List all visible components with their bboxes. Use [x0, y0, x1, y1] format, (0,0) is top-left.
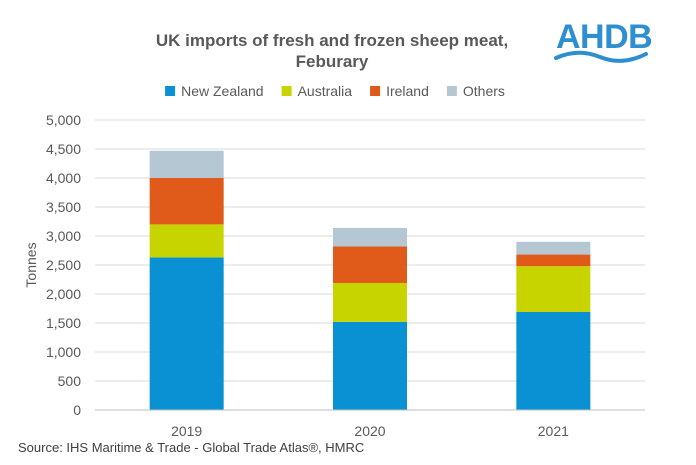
bar-others-2021 — [516, 241, 591, 255]
x-axis: 2019 2020 2021 — [171, 423, 569, 439]
y-tick-label: 4,500 — [46, 141, 81, 157]
y-tick-label: 5,000 — [46, 112, 81, 128]
x-tick-label: 2019 — [171, 423, 202, 439]
bar-ireland-2020 — [333, 246, 407, 283]
legend-swatch-new-zealand — [165, 86, 176, 96]
y-tick-label: 2,000 — [46, 286, 81, 302]
logo-wave-icon — [554, 50, 648, 63]
ahdb-logo: AHDB — [554, 18, 653, 63]
bar-others-2020 — [333, 227, 407, 247]
bar-new-zealand-2021 — [516, 311, 591, 410]
y-axis: 0 500 1,000 1,500 2,000 2,500 3,000 3,500 4,000 4… — [46, 112, 81, 418]
x-tick-label: 2020 — [354, 423, 385, 439]
legend: New Zealand Australia Ireland Others — [165, 83, 505, 99]
chart-title-line-1: UK imports of fresh and frozen sheep mea… — [156, 31, 508, 50]
bar-ireland-2019 — [149, 178, 224, 225]
logo-text: AHDB — [556, 18, 652, 56]
source-note: Source: IHS Maritime & Trade - Global Tr… — [18, 440, 364, 455]
legend-label: New Zealand — [181, 83, 264, 99]
legend-swatch-others — [446, 86, 457, 96]
chart-title-line-2: Feburary — [296, 52, 369, 71]
bar-ireland-2021 — [516, 254, 591, 267]
y-tick-label: 1,000 — [46, 344, 81, 360]
y-tick-label: 500 — [58, 373, 82, 389]
legend-swatch-australia — [281, 86, 292, 96]
y-tick-label: 1,500 — [46, 315, 81, 331]
y-tick-label: 3,000 — [46, 228, 81, 244]
x-tick-label: 2021 — [538, 423, 569, 439]
bar-australia-2020 — [333, 282, 407, 322]
y-tick-label: 4,000 — [46, 170, 81, 186]
bar-australia-2019 — [149, 224, 224, 258]
legend-label: Others — [463, 83, 505, 99]
y-tick-label: 3,500 — [46, 199, 81, 215]
legend-label: Ireland — [386, 83, 429, 99]
bar-new-zealand-2020 — [333, 321, 407, 410]
bar-new-zealand-2019 — [149, 257, 224, 410]
bar-others-2019 — [149, 150, 224, 178]
y-tick-label: 0 — [73, 402, 81, 418]
y-tick-label: 2,500 — [46, 257, 81, 273]
y-axis-title: Tonnes — [23, 242, 39, 287]
legend-swatch-ireland — [370, 86, 381, 96]
bars — [149, 150, 591, 410]
bar-australia-2021 — [516, 266, 591, 312]
legend-label: Australia — [298, 83, 353, 99]
